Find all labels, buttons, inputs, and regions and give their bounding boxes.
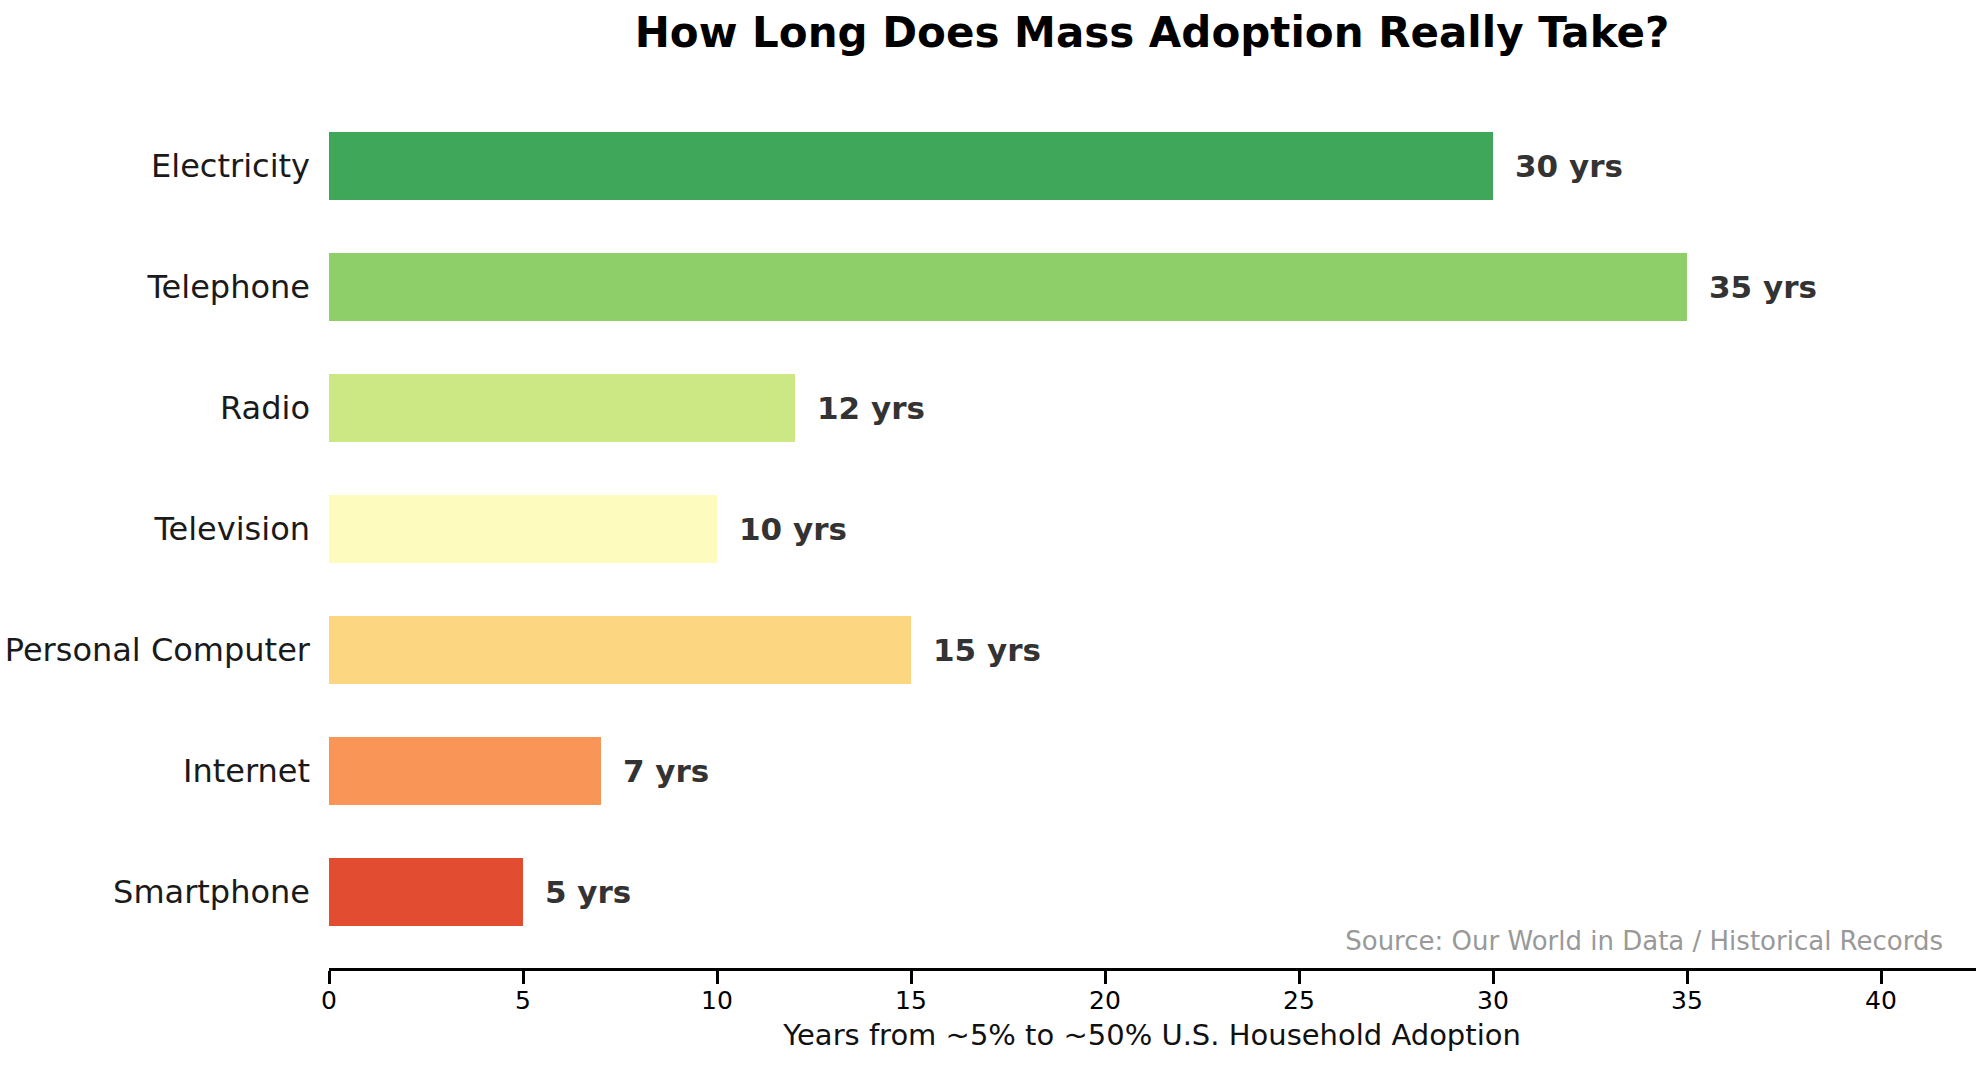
bar — [329, 858, 523, 926]
chart-title: How Long Does Mass Adoption Really Take? — [329, 8, 1975, 57]
x-tick-label: 0 — [321, 986, 337, 1015]
category-label: Electricity — [151, 132, 310, 200]
x-tick-mark — [522, 971, 525, 984]
x-tick-mark — [716, 971, 719, 984]
x-tick-label: 20 — [1089, 986, 1121, 1015]
source-note: Source: Our World in Data / Historical R… — [1345, 926, 1943, 956]
x-tick-mark — [328, 971, 331, 984]
category-label: Television — [154, 495, 310, 563]
bar — [329, 737, 601, 805]
x-tick-label: 5 — [515, 986, 531, 1015]
x-tick-label: 30 — [1477, 986, 1509, 1015]
bar-chart-figure: How Long Does Mass Adoption Really Take?… — [0, 0, 1978, 1079]
x-axis-spine — [329, 968, 1976, 971]
bar — [329, 132, 1493, 200]
x-axis-label: Years from ~5% to ~50% U.S. Household Ad… — [329, 1018, 1975, 1052]
x-tick-mark — [1298, 971, 1301, 984]
bar — [329, 374, 795, 442]
value-label: 30 yrs — [1515, 132, 1623, 200]
category-label: Telephone — [147, 253, 310, 321]
value-label: 10 yrs — [739, 495, 847, 563]
x-tick-mark — [1686, 971, 1689, 984]
x-tick-label: 40 — [1865, 986, 1897, 1015]
category-label: Radio — [220, 374, 310, 442]
bar — [329, 495, 717, 563]
x-tick-label: 35 — [1671, 986, 1703, 1015]
category-label: Internet — [183, 737, 310, 805]
value-label: 7 yrs — [623, 737, 709, 805]
value-label: 5 yrs — [545, 858, 631, 926]
x-tick-mark — [1880, 971, 1883, 984]
category-label: Smartphone — [113, 858, 310, 926]
bar — [329, 253, 1687, 321]
value-label: 35 yrs — [1709, 253, 1817, 321]
x-tick-label: 25 — [1283, 986, 1315, 1015]
x-tick-mark — [910, 971, 913, 984]
x-tick-label: 15 — [895, 986, 927, 1015]
bar — [329, 616, 911, 684]
category-label: Personal Computer — [5, 616, 310, 684]
value-label: 15 yrs — [933, 616, 1041, 684]
x-tick-label: 10 — [701, 986, 733, 1015]
x-tick-mark — [1104, 971, 1107, 984]
value-label: 12 yrs — [817, 374, 925, 442]
x-tick-mark — [1492, 971, 1495, 984]
